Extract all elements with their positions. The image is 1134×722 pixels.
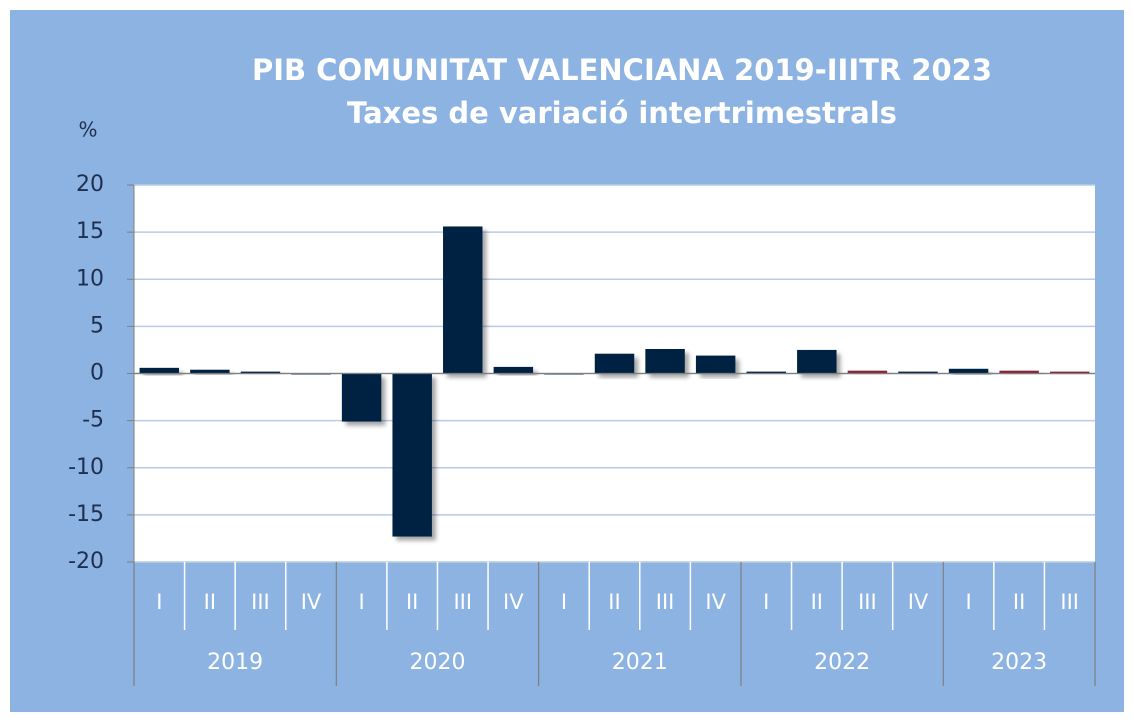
bar xyxy=(392,373,432,537)
bar xyxy=(797,349,837,374)
x-tick-label: III xyxy=(453,590,472,614)
year-label: 2023 xyxy=(991,650,1047,675)
x-tick-label: IV xyxy=(908,590,929,614)
x-tick-label: I xyxy=(359,590,365,614)
bar xyxy=(139,367,180,374)
bar xyxy=(443,226,483,374)
x-tick-label: II xyxy=(811,590,823,614)
bar xyxy=(1049,371,1090,374)
bar xyxy=(190,369,230,374)
x-tick-label: I xyxy=(965,590,971,614)
y-tick-label: -5 xyxy=(82,408,104,433)
y-tick-label: 20 xyxy=(76,172,104,197)
y-tick-label: 0 xyxy=(90,361,104,386)
bar xyxy=(999,370,1039,374)
x-tick-label: III xyxy=(1060,590,1079,614)
bar xyxy=(645,348,685,374)
x-tick-label: I xyxy=(561,590,567,614)
bar xyxy=(695,355,736,374)
x-tick-label: II xyxy=(1013,590,1025,614)
x-tick-label: II xyxy=(204,590,216,614)
bar xyxy=(240,371,281,374)
x-tick-label: IV xyxy=(301,590,322,614)
chart-title: PIB COMUNITAT VALENCIANA 2019-IIITR 2023 xyxy=(252,53,992,87)
year-label: 2021 xyxy=(612,650,668,675)
x-tick-label: IV xyxy=(503,590,524,614)
x-tick-label: IV xyxy=(705,590,726,614)
y-tick-label: 5 xyxy=(90,313,104,338)
chart-subtitle: Taxes de variació intertrimestrals xyxy=(347,96,897,130)
y-tick-label: 10 xyxy=(76,266,104,291)
x-tick-label: I xyxy=(156,590,162,614)
x-tick-label: III xyxy=(656,590,675,614)
bar xyxy=(847,370,888,374)
y-tick-label: -15 xyxy=(68,502,104,527)
year-label: 2020 xyxy=(409,650,465,675)
x-tick-label: II xyxy=(406,590,418,614)
y-tick-label: 15 xyxy=(76,219,104,244)
bar xyxy=(341,373,382,422)
x-tick-label: I xyxy=(763,590,769,614)
x-tick-label: III xyxy=(858,590,877,614)
bar xyxy=(493,366,534,374)
bar xyxy=(746,371,786,374)
x-tick-label: III xyxy=(251,590,270,614)
year-label: 2019 xyxy=(207,650,263,675)
x-tick-label: II xyxy=(608,590,620,614)
bar xyxy=(898,371,938,374)
bar xyxy=(594,353,635,374)
y-tick-label: -10 xyxy=(68,455,104,480)
year-label: 2022 xyxy=(814,650,870,675)
bar xyxy=(948,368,989,374)
y-axis-label: % xyxy=(78,118,97,142)
y-tick-label: -20 xyxy=(68,549,104,574)
